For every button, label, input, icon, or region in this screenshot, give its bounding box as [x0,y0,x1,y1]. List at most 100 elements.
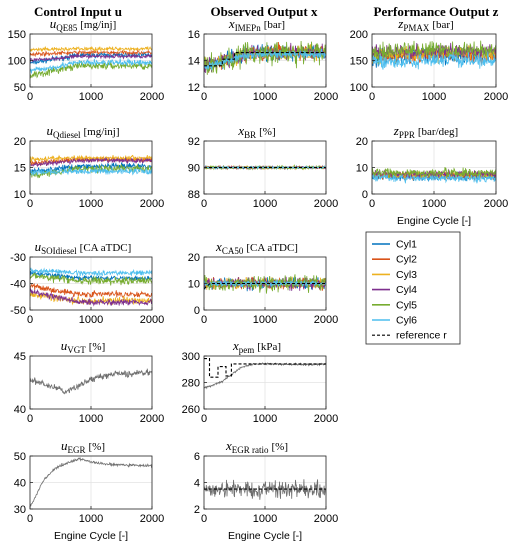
series-cyl4 [30,288,152,307]
y-tick-label: 20 [356,136,368,148]
panel-x_pem: 260 280 300 0 1000 2000 xpem [kPa] [182,338,339,425]
column-title-performance-output: Performance Output z [373,4,499,19]
series-cyl3 [30,154,152,163]
panel-title: uSOIdiesel [CA aTDC] [35,239,132,256]
y-tick-label: 12 [188,82,200,94]
x-tick-label: 1000 [253,314,277,326]
y-tick-label: 6 [194,451,200,463]
x-axis-label: Engine Cycle [-] [228,530,302,542]
x-tick-label: 2000 [484,198,508,210]
y-tick-label: 15 [14,163,26,175]
y-tick-label: 50 [14,451,26,463]
y-tick-label: 150 [350,56,368,68]
series-cyl6 [204,48,326,71]
series-reference [204,52,326,67]
legend-label: Cyl5 [396,299,417,311]
legend-label: Cyl4 [396,284,417,296]
legend-label: Cyl2 [396,254,417,266]
y-tick-label: 10 [188,279,200,291]
series-vgt [30,368,152,395]
x-tick-label: 0 [27,198,33,210]
series-cyl2 [30,48,152,58]
x-tick-label: 0 [201,91,207,103]
x-tick-label: 2000 [484,91,508,103]
panel-title: uQdiesel [mg/inj] [46,123,119,140]
x-tick-label: 0 [27,513,33,525]
panel-u_soidiesel: -50 -40 -30 0 1000 2000 uSOIdiesel [CA aTDC] [10,239,164,326]
y-tick-label: 100 [8,56,26,68]
panel-title: uEGR [%] [61,438,105,455]
y-tick-label: 150 [8,29,26,41]
x-tick-label: 0 [369,91,375,103]
x-tick-label: 2000 [140,413,164,425]
series-cyl6 [30,167,152,177]
x-tick-label: 2000 [140,198,164,210]
panel-title: xEGR ratio [%] [225,438,288,455]
x-tick-label: 1000 [79,198,103,210]
series-cyl6 [204,279,326,288]
x-tick-label: 0 [27,413,33,425]
panel-u_egr: 30 40 50 0 1000 2000 uEGR [%] Engine Cycle [-] [14,438,164,542]
x-tick-label: 1000 [253,513,277,525]
x-tick-label: 0 [369,198,375,210]
y-tick-label: 10 [14,189,26,201]
panel-title: xCA50 [CA aTDC] [215,239,298,256]
column-title-control-input: Control Input u [34,4,122,19]
x-tick-label: 2000 [314,413,338,425]
x-tick-label: 2000 [140,91,164,103]
x-tick-label: 2000 [314,91,338,103]
panel-title: uQE85 [mg/inj] [50,16,117,33]
series-cyl3 [30,45,152,53]
x-tick-label: 1000 [79,513,103,525]
y-tick-label: 300 [182,351,200,363]
series-pem [204,361,326,390]
column-title-observed-output: Observed Output x [210,4,318,19]
y-tick-label: 14 [188,56,200,68]
panel-x_imepn: 12 14 16 0 1000 2000 xIMEPn [bar] [188,16,338,103]
x-tick-label: 2000 [140,314,164,326]
y-tick-label: -50 [10,305,26,317]
y-tick-label: 10 [356,163,368,175]
legend-label: Cyl1 [396,239,417,251]
series-reference [204,282,326,290]
y-tick-label: 88 [188,189,200,201]
panel-title: xpem [kPa] [232,338,281,355]
x-tick-label: 1000 [422,91,446,103]
x-tick-label: 0 [27,314,33,326]
y-tick-label: 90 [188,163,200,175]
x-tick-label: 1000 [253,198,277,210]
legend-label: Cyl3 [396,269,417,281]
y-tick-label: 280 [182,378,200,390]
y-tick-label: 20 [188,252,200,264]
series-egr [30,457,152,508]
y-tick-label: 45 [14,351,26,363]
series-cyl5 [30,272,152,286]
y-tick-label: 16 [188,29,200,41]
x-tick-label: 0 [201,314,207,326]
x-tick-label: 0 [201,413,207,425]
x-tick-label: 0 [201,198,207,210]
series-cyl4 [30,156,152,168]
panel-title: zPPR [bar/deg] [393,123,458,140]
series-egr-ratio [204,479,326,500]
x-tick-label: 1000 [422,198,446,210]
series-cyl6 [372,173,496,184]
legend-box [365,231,461,345]
panel-title: xIMEPn [bar] [228,16,285,33]
y-tick-label: 20 [14,136,26,148]
y-tick-label: 30 [14,504,26,516]
series-cyl6 [30,58,152,74]
panel-title: xBR [%] [237,123,275,140]
y-tick-label: 92 [188,136,200,148]
x-tick-label: 1000 [79,314,103,326]
x-axis-label: Engine Cycle [-] [54,530,128,542]
x-tick-label: 2000 [314,314,338,326]
x-tick-label: 1000 [253,413,277,425]
y-tick-label: -30 [10,252,26,264]
y-tick-label: 260 [182,404,200,416]
y-tick-label: 0 [194,305,200,317]
x-tick-label: 0 [201,513,207,525]
panel-z_ppr: 0 10 20 0 1000 2000 zPPR [bar/deg] Engine Cycle … [356,123,508,227]
